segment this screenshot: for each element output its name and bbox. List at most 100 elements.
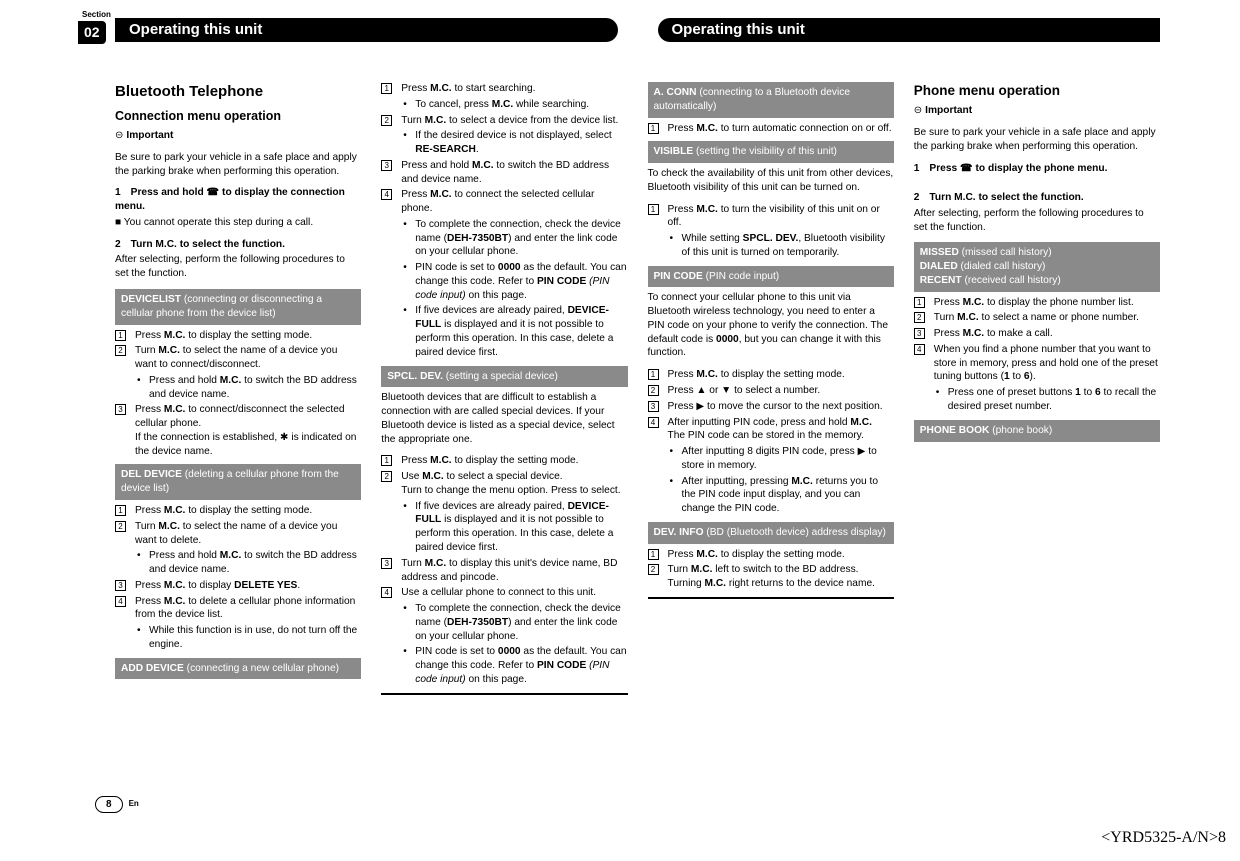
dialed-desc: (dialed call history) [958, 261, 1046, 272]
pm-step-2-text: Turn M.C. to select the function. [929, 192, 1083, 203]
list-item: 1Press M.C. to display the phone number … [914, 296, 1160, 310]
sub-item: If the desired device is not displayed, … [401, 129, 627, 157]
list-item: 1Press M.C. to display the setting mode. [115, 504, 361, 518]
spcldev-steps: 1Press M.C. to display the setting mode.… [381, 454, 627, 686]
list-item: 2Turn M.C. to select a device from the d… [381, 114, 627, 157]
devicelist-steps: 1Press M.C. to display the setting mode.… [115, 329, 361, 459]
list-item: 3Press M.C. to display DELETE YES. [115, 579, 361, 593]
sub-item: To complete the connection, check the de… [401, 218, 627, 259]
deldevice-title: DEL DEVICE [121, 469, 182, 480]
phone-menu-title: Phone menu operation [914, 82, 1160, 100]
visible-title: VISIBLE [654, 146, 694, 157]
sub-item: If five devices are already paired, DEVI… [401, 500, 627, 555]
important-label-2: Important [925, 105, 972, 116]
sub-item: Press and hold M.C. to switch the BD add… [135, 549, 361, 577]
column-2: 1Press M.C. to start searching. To cance… [381, 82, 627, 701]
step-1-text: Press and hold ☎ to display the connecti… [115, 187, 345, 212]
visible-box: VISIBLE (setting the visibility of this … [648, 141, 894, 163]
page-number: 8 [95, 796, 123, 814]
dialed-title: DIALED [920, 261, 958, 272]
list-item: 3Press M.C. to connect/disconnect the se… [115, 403, 361, 458]
visible-desc: (setting the visibility of this unit) [693, 146, 837, 157]
list-item: 2Turn M.C. to select the name of a devic… [115, 344, 361, 401]
divider [648, 597, 894, 599]
section-label: Section [82, 10, 111, 21]
list-item: 4After inputting PIN code, press and hol… [648, 416, 894, 516]
page-footer: 8 En [95, 796, 139, 814]
step-2-text: Turn M.C. to select the function. [131, 239, 285, 250]
pm-step-2: 2Turn M.C. to select the function. [914, 191, 1160, 205]
devinfo-desc: (BD (Bluetooth device) address display) [704, 527, 886, 538]
list-item: 1Press M.C. to start searching. To cance… [381, 82, 627, 112]
pm-step-1: 1Press ☎ to display the phone menu. [914, 162, 1160, 176]
sub-item: PIN code is set to 0000 as the default. … [401, 645, 627, 686]
visible-intro: To check the availability of this unit f… [648, 167, 894, 195]
pm-step-1-text: Press ☎ to display the phone menu. [929, 163, 1107, 174]
phonebook-box: PHONE BOOK (phone book) [914, 420, 1160, 442]
spcldev-title: SPCL. DEV. [387, 371, 443, 382]
adddevice-box: ADD DEVICE (connecting a new cellular ph… [115, 658, 361, 680]
list-item: 2Turn M.C. to select a name or phone num… [914, 311, 1160, 325]
aconn-steps: 1Press M.C. to turn automatic connection… [648, 122, 894, 136]
deldevice-steps: 1Press M.C. to display the setting mode.… [115, 504, 361, 652]
lang-label: En [129, 799, 139, 810]
phonebook-title: PHONE BOOK [920, 425, 990, 436]
aconn-box: A. CONN (connecting to a Bluetooth devic… [648, 82, 894, 118]
pincode-steps: 1Press M.C. to display the setting mode.… [648, 368, 894, 516]
sub-item: While this function is in use, do not tu… [135, 624, 361, 652]
content: Bluetooth Telephone Connection menu oper… [0, 82, 1240, 701]
sub-item: PIN code is set to 0000 as the default. … [401, 261, 627, 302]
sub-item: After inputting, pressing M.C. returns y… [668, 475, 894, 516]
spcldev-desc: (setting a special device) [443, 371, 558, 382]
list-item: 3Turn M.C. to display this unit's device… [381, 557, 627, 585]
important-body: Be sure to park your vehicle in a safe p… [115, 151, 361, 179]
list-item: 3Press ▶ to move the cursor to the next … [648, 400, 894, 414]
pincode-intro: To connect your cellular phone to this u… [648, 291, 894, 360]
list-item: 2Turn M.C. to select the name of a devic… [115, 520, 361, 577]
spcldev-box: SPCL. DEV. (setting a special device) [381, 366, 627, 388]
divider [381, 693, 627, 695]
devicelist-box: DEVICELIST (connecting or disconnecting … [115, 289, 361, 325]
pincode-box: PIN CODE (PIN code input) [648, 266, 894, 288]
important-row-2: ⊝Important [914, 104, 1160, 118]
column-3: A. CONN (connecting to a Bluetooth devic… [648, 82, 894, 701]
pm-step-2-body: After selecting, perform the following p… [914, 207, 1160, 235]
column-4: Phone menu operation ⊝Important Be sure … [914, 82, 1160, 701]
list-item: 1Press M.C. to turn automatic connection… [648, 122, 894, 136]
list-item: 1Press M.C. to display the setting mode. [648, 368, 894, 382]
sub-item: Press and hold M.C. to switch the BD add… [135, 374, 361, 402]
spcl-intro: Bluetooth devices that are difficult to … [381, 391, 627, 446]
document-code: <YRD5325-A/N>8 [1101, 827, 1226, 849]
important-icon: ⊝ [115, 130, 123, 141]
header-left: Operating this unit [115, 18, 618, 42]
recent-title: RECENT [920, 275, 962, 286]
important-icon: ⊝ [914, 105, 922, 116]
list-item: 1Press M.C. to display the setting mode. [381, 454, 627, 468]
list-item: 1Press M.C. to display the setting mode. [648, 548, 894, 562]
list-item: 4When you find a phone number that you w… [914, 343, 1160, 414]
sub-item: To complete the connection, check the de… [401, 602, 627, 643]
header-right: Operating this unit [658, 18, 1161, 42]
call-history-steps: 1Press M.C. to display the phone number … [914, 296, 1160, 414]
missed-desc: (missed call history) [959, 247, 1052, 258]
sub-item: After inputting 8 digits PIN code, press… [668, 445, 894, 473]
step-1-head: 1Press and hold ☎ to display the connect… [115, 186, 361, 214]
step-2-body: After selecting, perform the following p… [115, 253, 361, 281]
important-label: Important [126, 130, 173, 141]
adddevice-steps: 1Press M.C. to start searching. To cance… [381, 82, 627, 360]
visible-steps: 1Press M.C. to turn the visibility of th… [648, 203, 894, 260]
recent-desc: (received call history) [962, 275, 1061, 286]
sub-item: To cancel, press M.C. while searching. [401, 98, 627, 112]
list-item: 4Use a cellular phone to connect to this… [381, 586, 627, 686]
phonebook-desc: (phone book) [989, 425, 1052, 436]
devinfo-box: DEV. INFO (BD (Bluetooth device) address… [648, 522, 894, 544]
deldevice-box: DEL DEVICE (deleting a cellular phone fr… [115, 464, 361, 500]
list-item: 1Press M.C. to turn the visibility of th… [648, 203, 894, 260]
section-number: 02 [78, 21, 106, 44]
list-item: 2Turn M.C. left to switch to the BD addr… [648, 563, 894, 591]
list-item: 3Press and hold M.C. to switch the BD ad… [381, 159, 627, 187]
sub-item: Press one of preset buttons 1 to 6 to re… [934, 386, 1160, 414]
connection-menu-title: Connection menu operation [115, 108, 361, 125]
missed-title: MISSED [920, 247, 959, 258]
list-item: 3Press M.C. to make a call. [914, 327, 1160, 341]
